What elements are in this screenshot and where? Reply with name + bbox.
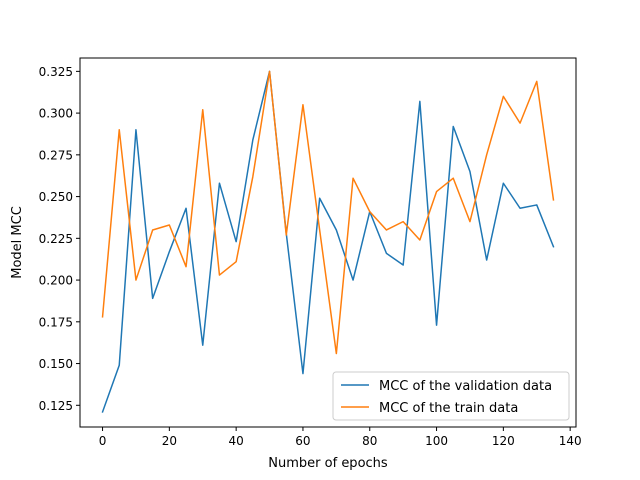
x-axis-label: Number of epochs — [268, 456, 388, 471]
x-axis-ticks: 0 20 40 60 80 100 120 140 — [99, 427, 582, 448]
x-tick-label: 60 — [295, 434, 310, 448]
y-axis-label: Model MCC — [10, 206, 25, 279]
y-tick-label: 0.175 — [39, 315, 73, 329]
x-tick-label: 0 — [99, 434, 107, 448]
x-tick-label: 140 — [559, 434, 582, 448]
x-tick-label: 20 — [162, 434, 177, 448]
x-tick-label: 100 — [425, 434, 448, 448]
legend-label-train: MCC of the train data — [379, 401, 518, 416]
y-tick-label: 0.250 — [39, 190, 73, 204]
legend-label-validation: MCC of the validation data — [379, 379, 552, 394]
y-tick-label: 0.200 — [39, 274, 73, 288]
series-lines — [101, 70, 555, 413]
legend: MCC of the validation data MCC of the tr… — [332, 371, 570, 421]
series-line-1 — [101, 70, 555, 355]
x-tick-label: 40 — [229, 434, 244, 448]
y-tick-label: 0.225 — [39, 232, 73, 246]
y-tick-label: 0.275 — [39, 148, 73, 162]
x-tick-label: 120 — [492, 434, 515, 448]
y-tick-label: 0.300 — [39, 107, 73, 121]
y-tick-label: 0.150 — [39, 357, 73, 371]
series-line-0 — [101, 70, 555, 413]
x-tick-label: 80 — [362, 434, 377, 448]
plot-area-frame — [79, 57, 577, 428]
y-axis-ticks: 0.125 0.150 0.175 0.200 0.225 0.250 0.275 0.300… — [39, 65, 80, 413]
y-tick-label: 0.325 — [39, 65, 73, 79]
y-tick-label: 0.125 — [39, 399, 73, 413]
legend-box — [332, 371, 570, 421]
